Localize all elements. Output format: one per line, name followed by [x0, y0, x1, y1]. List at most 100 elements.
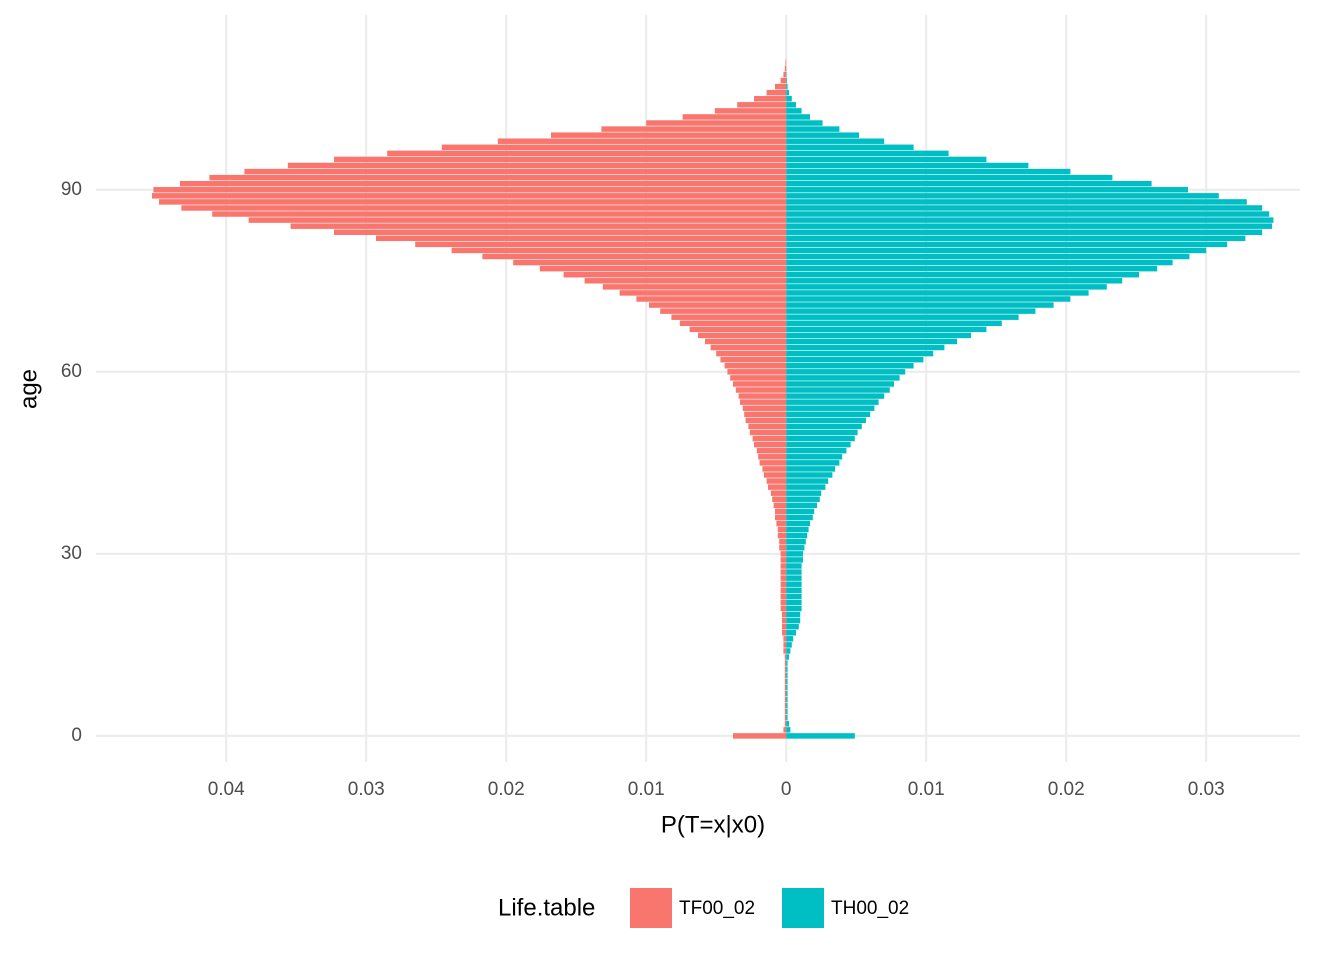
y-axis-title: age	[15, 369, 42, 409]
bar	[786, 520, 810, 527]
bar	[334, 229, 787, 235]
bar	[786, 447, 847, 454]
bar	[786, 296, 1071, 302]
bar	[786, 356, 924, 363]
bar	[482, 253, 787, 260]
bar	[786, 278, 1123, 284]
bar	[744, 411, 787, 418]
bar	[786, 708, 788, 715]
bar	[786, 678, 788, 685]
legend-label: TH00_02	[831, 898, 909, 919]
x-tick-label: 0.02	[488, 779, 525, 800]
bar	[730, 375, 787, 381]
bar	[786, 702, 788, 709]
bar	[780, 563, 787, 569]
bar	[780, 551, 787, 557]
bar	[180, 180, 787, 187]
bar	[786, 466, 836, 472]
bar	[786, 617, 801, 624]
bar	[786, 96, 792, 102]
bar	[766, 478, 787, 484]
bar	[786, 217, 1274, 223]
bar	[786, 721, 789, 727]
bar	[780, 569, 787, 575]
bar	[786, 174, 1113, 181]
bar	[775, 83, 787, 90]
bar	[777, 526, 787, 533]
bar	[513, 259, 787, 266]
bar	[649, 302, 787, 308]
legend-title: Life.table	[498, 894, 595, 921]
bar	[786, 696, 788, 703]
bar	[786, 581, 802, 587]
bar	[244, 168, 787, 175]
y-tick-label: 30	[61, 543, 82, 564]
bar	[740, 399, 787, 405]
bar	[783, 648, 787, 654]
x-tick-label: 0.01	[628, 779, 665, 800]
bar	[786, 326, 987, 333]
x-tick-label: 0.01	[908, 779, 945, 800]
bar	[775, 514, 787, 521]
bar	[159, 199, 787, 205]
bar	[786, 89, 789, 96]
bar	[783, 636, 787, 642]
bar	[209, 174, 787, 181]
bar	[783, 727, 787, 733]
bar	[786, 156, 987, 163]
bar	[786, 690, 788, 697]
bar	[738, 393, 787, 399]
bar	[786, 611, 801, 618]
bar	[780, 593, 787, 600]
bar	[786, 405, 875, 411]
bar	[181, 205, 787, 211]
bar	[786, 429, 858, 436]
bar	[786, 247, 1207, 254]
bar	[786, 308, 1036, 314]
bar	[786, 538, 806, 545]
bar	[497, 138, 787, 144]
bar	[786, 727, 791, 733]
bar	[786, 126, 840, 132]
bar	[727, 369, 787, 375]
bar	[786, 490, 822, 496]
bar	[786, 393, 885, 399]
bar	[660, 308, 787, 314]
bar	[786, 302, 1054, 308]
bar	[784, 678, 787, 685]
bar	[780, 575, 787, 581]
bar	[679, 320, 787, 326]
bar	[766, 89, 787, 96]
bar	[762, 466, 787, 472]
bar	[786, 387, 890, 393]
bar	[782, 623, 787, 630]
bar	[737, 102, 787, 108]
bar	[782, 617, 787, 624]
bar	[783, 642, 787, 648]
bar	[786, 423, 862, 430]
bar	[786, 587, 802, 593]
bar	[786, 605, 802, 612]
bar	[780, 581, 787, 587]
bar	[786, 205, 1263, 211]
bar	[786, 569, 802, 575]
bar	[786, 593, 802, 600]
bar	[786, 271, 1139, 278]
bar	[758, 454, 787, 460]
bar	[212, 211, 787, 217]
bar	[784, 666, 787, 672]
bar	[768, 484, 787, 490]
bar	[786, 672, 788, 678]
bar	[779, 538, 787, 545]
bar	[682, 114, 787, 120]
bar	[786, 484, 826, 490]
bar	[772, 496, 787, 502]
bar	[786, 575, 802, 581]
bar	[786, 77, 787, 84]
bar	[786, 666, 788, 672]
bar	[742, 405, 787, 411]
bar	[786, 211, 1270, 217]
bar	[780, 77, 787, 84]
bar	[287, 162, 787, 169]
